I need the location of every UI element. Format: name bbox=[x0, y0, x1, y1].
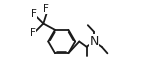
Text: F: F bbox=[30, 28, 36, 38]
Text: F: F bbox=[31, 9, 36, 19]
Text: F: F bbox=[43, 4, 49, 14]
Text: N: N bbox=[89, 35, 99, 48]
